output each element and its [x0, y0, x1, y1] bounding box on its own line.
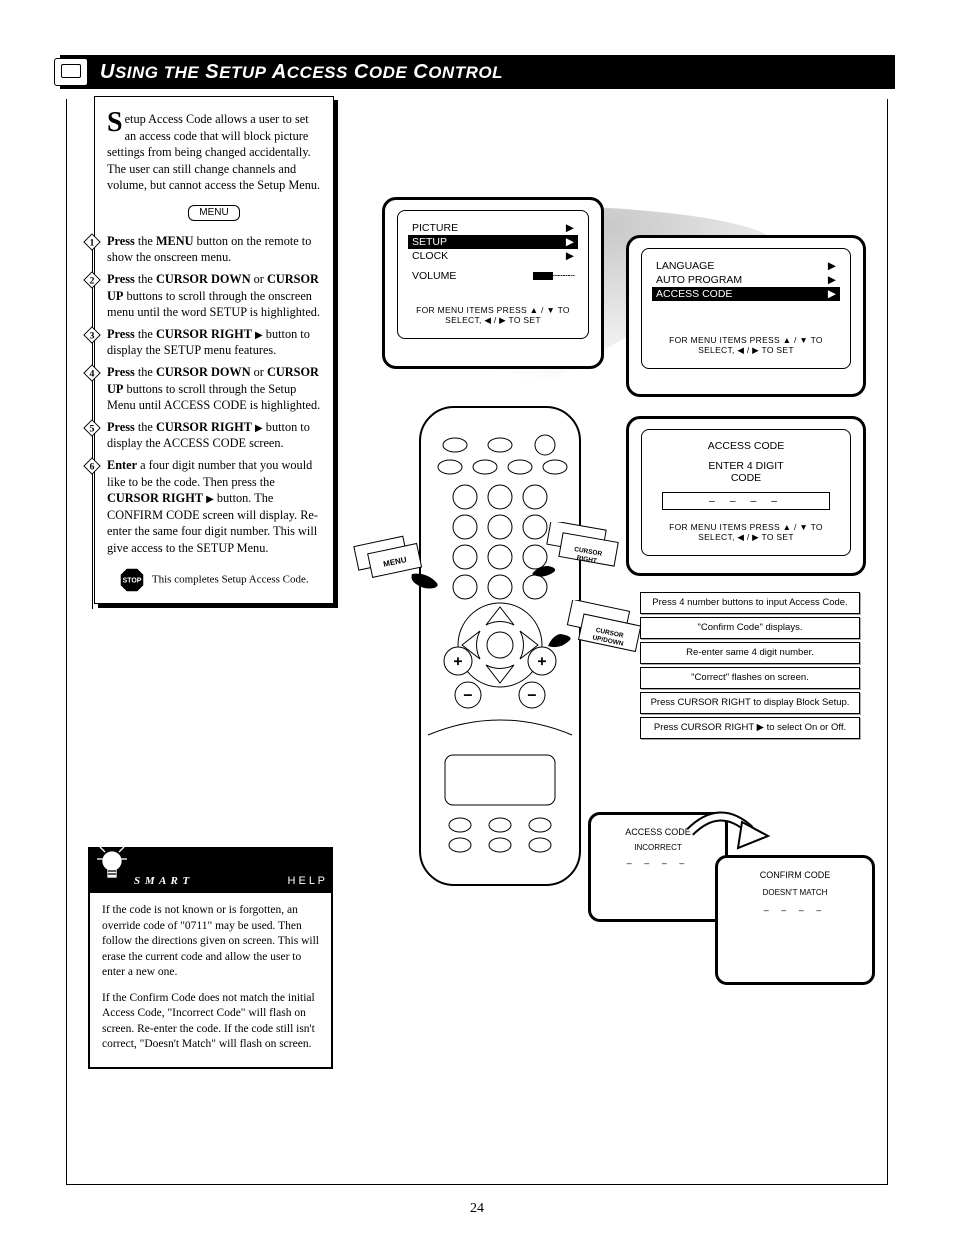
callout-cursor-right: CURSORRIGHT [530, 522, 630, 582]
step-4: 4 Press the CURSOR DOWN or CURSOR UP but… [83, 364, 321, 414]
svg-text:−: − [528, 688, 536, 704]
tv-screen-main-menu: PICTURE▶ SETUP▶ CLOCK▶ VOLUME ┄┄┄┄ FOR M… [382, 197, 604, 369]
step-text: Press the CURSOR RIGHT ▶ button to displ… [107, 419, 321, 452]
svg-text:−: − [464, 688, 472, 704]
menu-button-graphic: MENU [188, 205, 239, 221]
step-text: Press the CURSOR DOWN or CURSOR UP butto… [107, 364, 321, 414]
step-5: 5 Press the CURSOR RIGHT ▶ button to dis… [83, 419, 321, 452]
svg-text:1: 1 [90, 237, 95, 248]
smart-help-body: If the code is not known or is forgotten… [90, 893, 331, 1067]
step-text: Enter a four digit number that you would… [107, 457, 321, 557]
menu-item: PICTURE▶ [408, 221, 578, 235]
tv-screen-setup-menu: LANGUAGE▶ AUTO PROGRAM▶ ACCESS CODE▶ FOR… [626, 235, 866, 397]
menu-item: LANGUAGE▶ [652, 259, 840, 273]
step-text: Press the MENU button on the remote to s… [107, 233, 321, 266]
page-number: 24 [0, 1201, 954, 1217]
section-header: USING THE SETUP ACCESS CODE CONTROL [60, 55, 895, 89]
svg-text:2: 2 [90, 276, 95, 287]
steps-panel: Setup Access Code allows a user to set a… [94, 96, 334, 604]
step-6: 6 Enter a four digit number that you wou… [83, 457, 321, 557]
tv-icon [54, 58, 88, 86]
instruction-pill-list: Press 4 number buttons to input Access C… [640, 592, 860, 742]
svg-text:4: 4 [90, 369, 95, 380]
svg-text:STOP: STOP [123, 577, 142, 584]
menu-volume: VOLUME ┄┄┄┄ [408, 269, 578, 283]
callout-menu: MENU [352, 532, 442, 592]
intro-paragraph: Setup Access Code allows a user to set a… [107, 111, 321, 194]
stop-icon: STOP [119, 567, 145, 593]
manual-page: USING THE SETUP ACCESS CODE CONTROL Setu… [0, 0, 954, 1235]
step-1: 1 Press the MENU button on the remote to… [83, 233, 321, 266]
step-number-icon: 6 [83, 457, 101, 475]
svg-text:+: + [538, 654, 546, 670]
step-number-icon: 2 [83, 271, 101, 289]
tv-screen-access-code: ACCESS CODE ENTER 4 DIGIT CODE – – – – F… [626, 416, 866, 576]
menu-item-selected: ACCESS CODE▶ [652, 287, 840, 301]
callout-cursor-updown: CURSORUP/DOWN [546, 600, 656, 670]
instruction-pill: Press CURSOR RIGHT to display Block Setu… [640, 692, 860, 714]
arrow-icon [680, 802, 780, 882]
smart-help-header: S M A R T H E L P [90, 849, 331, 893]
smart-label: S M A R T [134, 874, 190, 889]
instruction-pill: "Correct" flashes on screen. [640, 667, 860, 689]
step-3: 3 Press the CURSOR RIGHT ▶ button to dis… [83, 326, 321, 359]
menu-hint: FOR MENU ITEMS PRESS ▲ / ▼ TO SELECT, ◀ … [652, 335, 840, 356]
step-2: 2 Press the CURSOR DOWN or CURSOR UP but… [83, 271, 321, 321]
menu-item-selected: SETUP▶ [408, 235, 578, 249]
step-number-icon: 1 [83, 233, 101, 251]
stop-note: STOP This completes Setup Access Code. [107, 567, 321, 593]
svg-text:5: 5 [90, 423, 95, 434]
menu-hint: FOR MENU ITEMS PRESS ▲ / ▼ TO SELECT, ◀ … [408, 305, 578, 326]
step-number-icon: 3 [83, 326, 101, 344]
svg-text:3: 3 [90, 330, 95, 341]
step-text: Press the CURSOR RIGHT ▶ button to displ… [107, 326, 321, 359]
section-title: USING THE SETUP ACCESS CODE CONTROL [100, 61, 503, 84]
menu-item: AUTO PROGRAM▶ [652, 273, 840, 287]
lightbulb-icon [96, 841, 128, 889]
instruction-pill: Press CURSOR RIGHT ▶ to select On or Off… [640, 717, 860, 739]
menu-item: CLOCK▶ [408, 249, 578, 263]
step-text: Press the CURSOR DOWN or CURSOR UP butto… [107, 271, 321, 321]
instruction-pill: Press 4 number buttons to input Access C… [640, 592, 860, 614]
instruction-pill: Re-enter same 4 digit number. [640, 642, 860, 664]
menu-hint: FOR MENU ITEMS PRESS ▲ / ▼ TO SELECT, ◀ … [652, 522, 840, 543]
svg-text:+: + [454, 654, 462, 670]
smart-help-panel: S M A R T H E L P If the code is not kno… [88, 847, 333, 1069]
svg-text:6: 6 [90, 462, 95, 473]
help-label: H E L P [288, 874, 326, 889]
step-number-icon: 4 [83, 364, 101, 382]
instruction-pill: "Confirm Code" displays. [640, 617, 860, 639]
step-number-icon: 5 [83, 419, 101, 437]
